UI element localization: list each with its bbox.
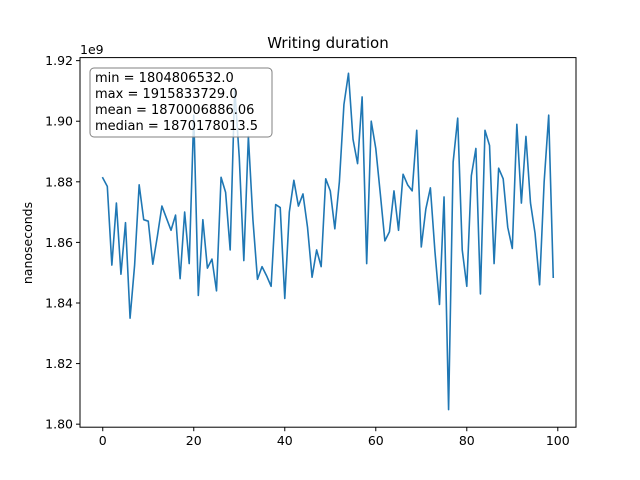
plot-area: 0 20 40 60 80 100 1.80 1.82 1.84 1.86 1.88 1.90 1.92 bbox=[45, 53, 570, 448]
x-tick-label: 0 bbox=[99, 433, 107, 448]
stats-box-frame bbox=[89, 67, 273, 138]
x-tick-label: 60 bbox=[368, 433, 384, 448]
y-tick-label: 1.92 bbox=[45, 53, 73, 68]
x-tick-label: 40 bbox=[277, 433, 293, 448]
y-tick-label: 1.86 bbox=[45, 235, 73, 250]
stats-mean: mean = 1870006886.06 bbox=[95, 103, 254, 118]
chart-title: Writing duration bbox=[267, 34, 388, 52]
x-tick-label: 80 bbox=[459, 433, 475, 448]
y-axis-title: nanoseconds bbox=[20, 202, 35, 284]
y-offset-label: 1e9 bbox=[80, 42, 104, 57]
plot-frame bbox=[79, 57, 577, 428]
y-tick-label: 1.80 bbox=[45, 417, 73, 432]
series-line-0 bbox=[101, 72, 555, 411]
stats-median: median = 1870178013.5 bbox=[95, 119, 258, 134]
y-tick-label: 1.84 bbox=[45, 295, 73, 310]
y-tick-label: 1.90 bbox=[45, 114, 73, 129]
stats-annotation-box: min = 1804806532.0 max = 1915833729.0 me… bbox=[89, 67, 273, 138]
y-tick-label: 1.88 bbox=[45, 174, 73, 189]
stats-max: max = 1915833729.0 bbox=[95, 87, 238, 102]
x-tick-label: 100 bbox=[546, 433, 570, 448]
y-tick-label: 1.82 bbox=[45, 356, 73, 371]
x-tick-label: 20 bbox=[186, 433, 202, 448]
stats-min: min = 1804806532.0 bbox=[95, 71, 234, 86]
